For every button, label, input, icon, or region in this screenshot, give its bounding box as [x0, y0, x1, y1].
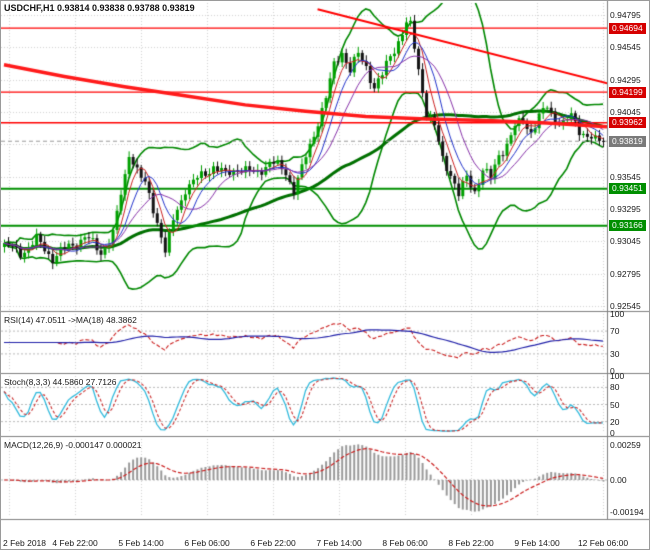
price-tick-label: 0.94545 — [610, 42, 641, 53]
time-axis-label: 9 Feb 14:00 — [514, 538, 560, 548]
time-axis-label: 8 Feb 06:00 — [382, 538, 428, 548]
stoch-tick-label: 80 — [610, 382, 620, 393]
support-price-badge: 0.93166 — [609, 220, 646, 232]
price-tick-label: 0.93045 — [610, 236, 641, 247]
rsi-indicator-label: RSI(14) 47.0511 ->MA(18) 48.3862 — [4, 315, 137, 325]
price-tick-label: 0.92795 — [610, 268, 641, 279]
current-price-badge: 0.93819 — [609, 135, 646, 147]
resistance-price-badge: 0.94199 — [609, 86, 646, 98]
macd-indicator-label: MACD(12,26,9) -0.000147 0.000021 — [4, 440, 142, 450]
price-tick-label: 0.93545 — [610, 171, 641, 182]
macd-tick-label: 0.00 — [610, 474, 627, 485]
chart-title-ohlc: USDCHF,H1 0.93814 0.93838 0.93788 0.9381… — [4, 3, 195, 13]
time-axis-label: 7 Feb 14:00 — [316, 538, 362, 548]
rsi-tick-label: 70 — [610, 326, 620, 337]
time-axis-label: 6 Feb 06:00 — [184, 538, 230, 548]
stoch-tick-label: 20 — [610, 416, 620, 427]
resistance-price-badge: 0.93962 — [609, 117, 646, 129]
price-tick-label: 0.92545 — [610, 300, 641, 311]
resistance-price-badge: 0.94694 — [609, 22, 646, 34]
time-axis-label: 8 Feb 22:00 — [448, 538, 494, 548]
time-axis-label: 5 Feb 14:00 — [118, 538, 164, 548]
price-tick-label: 0.93295 — [610, 203, 641, 214]
macd-tick-label: -0.00194 — [610, 507, 644, 517]
price-tick-label: 0.94795 — [610, 10, 641, 20]
price-tick-label: 0.94295 — [610, 74, 641, 85]
stoch-tick-label: 100 — [610, 371, 625, 381]
macd-tick-label: 0.00259 — [610, 440, 641, 450]
support-price-badge: 0.93451 — [609, 183, 646, 195]
rsi-tick-label: 100 — [610, 309, 625, 319]
stoch-indicator-label: Stoch(8,3,3) 44.5860 27.7126 — [4, 377, 117, 387]
time-axis-label: 2 Feb 2018 — [3, 538, 47, 548]
price-tick-label: 0.94045 — [610, 106, 641, 117]
time-axis-label: 4 Feb 22:00 — [52, 538, 98, 548]
stoch-tick-label: 0 — [610, 428, 615, 438]
rsi-tick-label: 0 — [610, 366, 615, 376]
stoch-tick-label: 50 — [610, 399, 620, 410]
time-axis-label: 12 Feb 06:00 — [577, 538, 629, 548]
time-axis-label: 6 Feb 22:00 — [250, 538, 296, 548]
rsi-tick-label: 30 — [610, 348, 620, 359]
